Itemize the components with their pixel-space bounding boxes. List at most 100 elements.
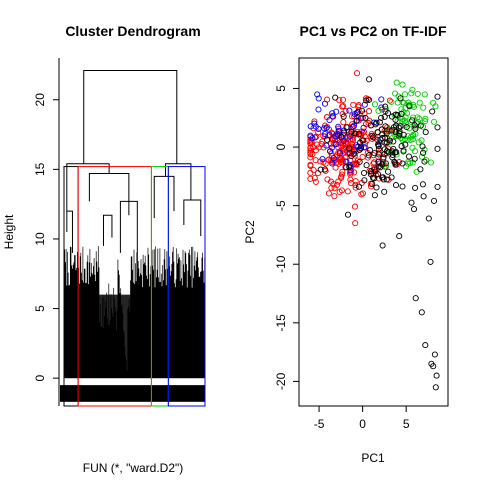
scatter-point: [314, 91, 321, 98]
scatter-point: [356, 146, 363, 153]
scatter-point: [330, 113, 337, 120]
scatter-point: [421, 158, 428, 165]
scatter-point: [389, 151, 396, 158]
dendrogram-panel: Cluster Dendrogram FUN (*, "ward.D2") He…: [2, 23, 206, 475]
scatter-point: [420, 149, 427, 156]
scatter-point: [328, 184, 335, 191]
scatter-y-ticks: 5 0 -5 -10 -15 -20: [274, 85, 299, 390]
scatter-point: [383, 139, 390, 146]
scatter-point: [338, 174, 345, 181]
scatter-point: [378, 126, 385, 133]
scatter-point: [382, 103, 389, 110]
scatter-y-tick-label: -20: [274, 372, 288, 390]
scatter-point: [307, 144, 314, 151]
scatter-point: [398, 143, 405, 150]
scatter-point: [399, 183, 406, 190]
scatter-point: [396, 128, 403, 135]
scatter-point: [371, 175, 378, 182]
scatter-point: [307, 161, 314, 168]
scatter-point: [358, 131, 365, 138]
scatter-point-outlier: [379, 242, 386, 249]
scatter-point: [432, 103, 439, 110]
scatter-point: [408, 199, 415, 206]
dendrogram-leaf-labels: [60, 385, 205, 402]
scatter-point: [351, 160, 358, 167]
scatter-x-tick-label: 0: [359, 417, 366, 431]
dendrogram-link-right: [165, 163, 192, 200]
scatter-point: [339, 96, 347, 103]
scatter-point: [421, 146, 428, 153]
scatter-point: [392, 160, 399, 167]
scatter-point: [343, 158, 350, 165]
dendrogram-y-tick-label: 15: [33, 162, 47, 176]
scatter-point: [333, 141, 340, 148]
dendrogram-y-tick-label: 5: [33, 305, 47, 312]
dendrogram-link-mid-3: [119, 200, 138, 274]
scatter-point-outlier: [418, 309, 425, 316]
scatter-point: [410, 101, 417, 108]
scatter-point-outlier: [430, 363, 437, 370]
scatter-point: [380, 154, 387, 161]
scatter-y-tick-label: -10: [274, 255, 288, 273]
scatter-point: [398, 106, 405, 113]
scatter-point: [366, 76, 373, 83]
scatter-point: [411, 155, 418, 162]
scatter-point-outlier: [410, 206, 418, 213]
dendrogram-tree: [60, 70, 206, 402]
scatter-point: [396, 130, 403, 137]
scatter-point: [326, 116, 333, 124]
scatter-point: [361, 101, 368, 108]
scatter-point: [326, 148, 334, 155]
scatter-point: [390, 138, 397, 145]
dendrogram-link-root: [83, 70, 178, 164]
scatter-point: [335, 144, 342, 151]
scatter-point: [379, 135, 386, 142]
scatter-point: [382, 160, 389, 167]
scatter-point: [340, 102, 347, 110]
scatter-point: [399, 81, 406, 88]
scatter-point: [332, 164, 339, 171]
scatter-point: [399, 160, 406, 167]
scatter-point: [311, 174, 318, 182]
scatter-point: [406, 102, 413, 109]
dendrogram-y-ticks: 0 5 10 15 20: [33, 93, 59, 382]
scatter-point: [338, 134, 345, 141]
scatter-point: [358, 107, 366, 114]
scatter-point: [375, 146, 382, 153]
scatter-point: [408, 90, 415, 97]
scatter-point: [401, 117, 408, 124]
scatter-point: [419, 143, 426, 150]
scatter-point: [374, 129, 381, 136]
scatter-point: [312, 178, 319, 185]
scatter-point: [423, 156, 430, 164]
scatter-point: [346, 163, 353, 170]
scatter-point: [344, 211, 352, 218]
scatter-point: [393, 79, 400, 86]
scatter-point: [409, 86, 416, 93]
scatter-point: [340, 119, 347, 126]
scatter-point: [362, 114, 369, 122]
scatter-points: [307, 70, 441, 391]
scatter-point: [360, 169, 368, 177]
scatter-point: [365, 108, 373, 115]
dendrogram-link-mid-2: [102, 214, 113, 246]
scatter-point: [346, 107, 353, 114]
scatter-point: [400, 131, 407, 138]
scatter-point: [414, 90, 421, 97]
scatter-point: [388, 98, 395, 105]
scatter-point: [346, 145, 353, 152]
scatter-point: [369, 132, 376, 139]
scatter-point: [434, 145, 441, 152]
scatter-point: [357, 143, 365, 150]
scatter-point-outlier: [396, 233, 403, 240]
scatter-point: [331, 137, 338, 144]
scatter-point: [322, 133, 329, 140]
scatter-point: [413, 168, 420, 175]
scatter-x-ticks: -5 0 5: [314, 406, 410, 431]
scatter-point: [417, 166, 424, 173]
scatter-point: [392, 182, 400, 189]
scatter-point: [371, 192, 378, 199]
scatter-point: [373, 119, 380, 126]
scatter-point: [367, 171, 374, 178]
scatter-point: [385, 149, 392, 156]
